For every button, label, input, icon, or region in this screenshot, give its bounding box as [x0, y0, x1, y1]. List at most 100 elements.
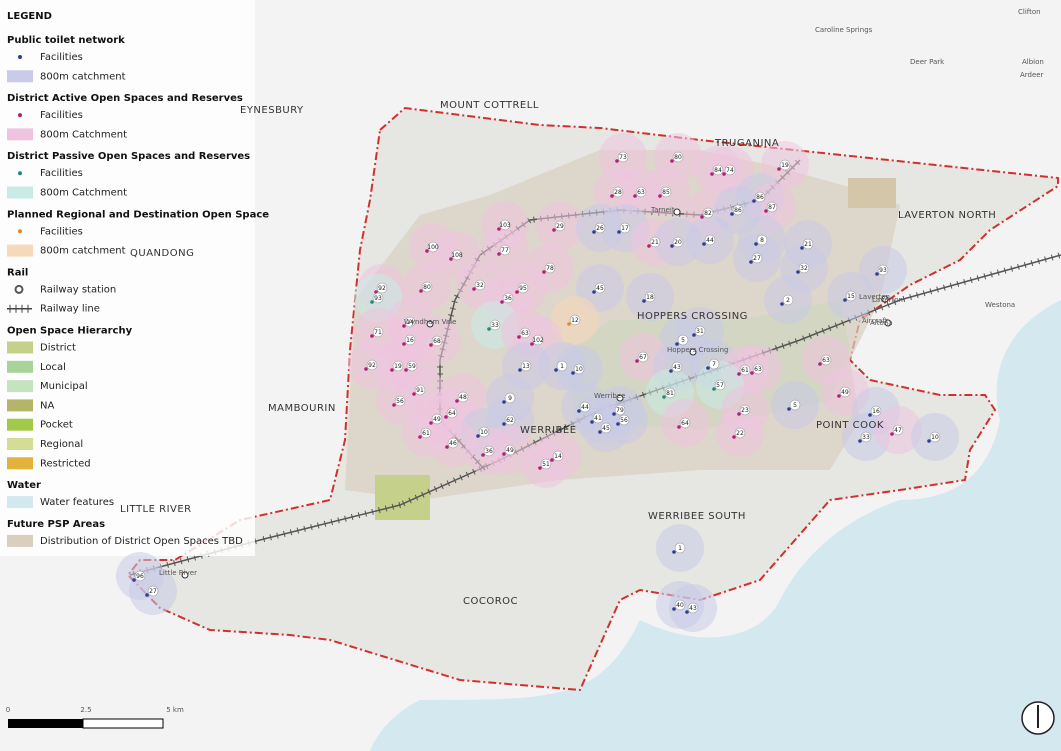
facility-label: 10: [480, 429, 488, 436]
legend-swatch: [7, 496, 33, 509]
rail-hatch: [446, 480, 451, 487]
facility-label: 43: [673, 364, 681, 371]
rail-hatch: [909, 294, 912, 301]
facility-label-bg: [677, 334, 689, 346]
facility-dot: [500, 300, 504, 304]
rail-hatch: [841, 319, 845, 326]
legend-label: Pocket: [40, 420, 73, 431]
rail-hatch: [886, 301, 890, 308]
facility-dot: [617, 230, 621, 234]
facility-label: 47: [894, 427, 902, 434]
railway-station: [673, 208, 681, 216]
place-label: Deer Park: [910, 58, 945, 66]
scale-label: 2.5: [80, 706, 91, 714]
facility-label: 63: [521, 330, 529, 337]
scale-label: 5 km: [166, 706, 184, 714]
facility-label-bg: [420, 427, 432, 439]
facility-label-bg: [739, 404, 751, 416]
railway-station: [689, 348, 697, 356]
facility-dot: [515, 290, 519, 294]
facility-dot: [837, 394, 841, 398]
rail-hatch: [788, 340, 792, 347]
facility-label-bg: [392, 360, 404, 372]
rail-hatch: [880, 304, 884, 311]
rail-hatch: [1037, 258, 1040, 265]
facility-dot: [692, 333, 696, 337]
facility-label: 108: [451, 252, 463, 259]
facility-label-bg: [674, 542, 686, 554]
rail-hatch: [323, 520, 327, 527]
facility-label-bg: [752, 363, 764, 375]
rail-hatch: [454, 294, 460, 299]
place-label: MAMBOURIN: [268, 403, 336, 414]
facility-dot: [787, 407, 791, 411]
facility-dot: [145, 593, 149, 597]
facility-dot: [502, 452, 506, 456]
legend-swatch: [7, 457, 33, 470]
facility-label-bg: [478, 426, 490, 438]
facility-dot: [764, 209, 768, 213]
facility-dot: [455, 399, 459, 403]
facility-label-bg: [483, 445, 495, 457]
facility-dot: [818, 362, 822, 366]
facility-label: 56: [620, 417, 628, 424]
facility-label: 44: [706, 237, 714, 244]
facility-label: 64: [448, 410, 456, 417]
facility-label: 63: [637, 189, 645, 196]
rail-hatch: [983, 273, 987, 280]
facility-label-bg: [619, 222, 631, 234]
facility-label: 15: [847, 293, 855, 300]
facility-dot: [670, 159, 674, 163]
facility-dot: [722, 172, 726, 176]
facility-label-bg: [877, 264, 889, 276]
facility-label: 1: [560, 363, 564, 370]
legend-swatch: [7, 70, 33, 83]
legend-heading: Public toilet network: [7, 35, 125, 46]
facility-label-bg: [573, 363, 585, 375]
legend-label: Local: [40, 362, 66, 373]
facility-label: 61: [741, 367, 749, 374]
place-label: Clifton: [1018, 8, 1041, 16]
legend-heading: Water: [7, 480, 41, 491]
rail-hatch: [990, 271, 993, 278]
legend-heading: Future PSP Areas: [7, 519, 105, 530]
facility-label-bg: [845, 290, 857, 302]
facility-label: 29: [556, 223, 564, 230]
station-label: Werribee: [594, 392, 625, 400]
station-label: Little River: [159, 569, 197, 577]
facility-dot: [554, 368, 558, 372]
facility-dot: [750, 371, 754, 375]
rail-hatch: [1017, 263, 1020, 270]
facility-label: 23: [741, 407, 749, 414]
facility-label-bg: [540, 458, 552, 470]
facility-dot: [449, 257, 453, 261]
rail-hatch: [179, 558, 183, 565]
facility-dot: [675, 342, 679, 346]
rail-hatch: [440, 483, 444, 490]
facility-dot: [615, 159, 619, 163]
facility-dot: [677, 425, 681, 429]
rail-hatch: [873, 306, 877, 313]
rail-hatch: [902, 295, 906, 302]
facility-label-bg: [754, 191, 766, 203]
facility-label: 77: [501, 247, 509, 254]
facility-label: 81: [666, 390, 674, 397]
rail-hatch: [357, 512, 361, 519]
rail-hatch: [398, 502, 401, 509]
rail-hatch: [936, 286, 939, 293]
facility-label-bg: [820, 354, 832, 366]
facility-label-bg: [544, 262, 556, 274]
legend-label: Facilities: [40, 110, 83, 121]
facility-dot: [752, 199, 756, 203]
legend-dot: [18, 55, 22, 59]
rail-hatch: [1023, 261, 1027, 269]
facility-label-bg: [499, 244, 511, 256]
facility-label-bg: [372, 292, 384, 304]
facility-label-bg: [489, 319, 501, 331]
legend-title: LEGEND: [7, 11, 52, 22]
railway-station: [426, 320, 434, 328]
facility-label: 67: [639, 354, 647, 361]
facility-label-bg: [451, 249, 463, 261]
facility-label-bg: [499, 219, 511, 231]
facility-label-bg: [637, 351, 649, 363]
